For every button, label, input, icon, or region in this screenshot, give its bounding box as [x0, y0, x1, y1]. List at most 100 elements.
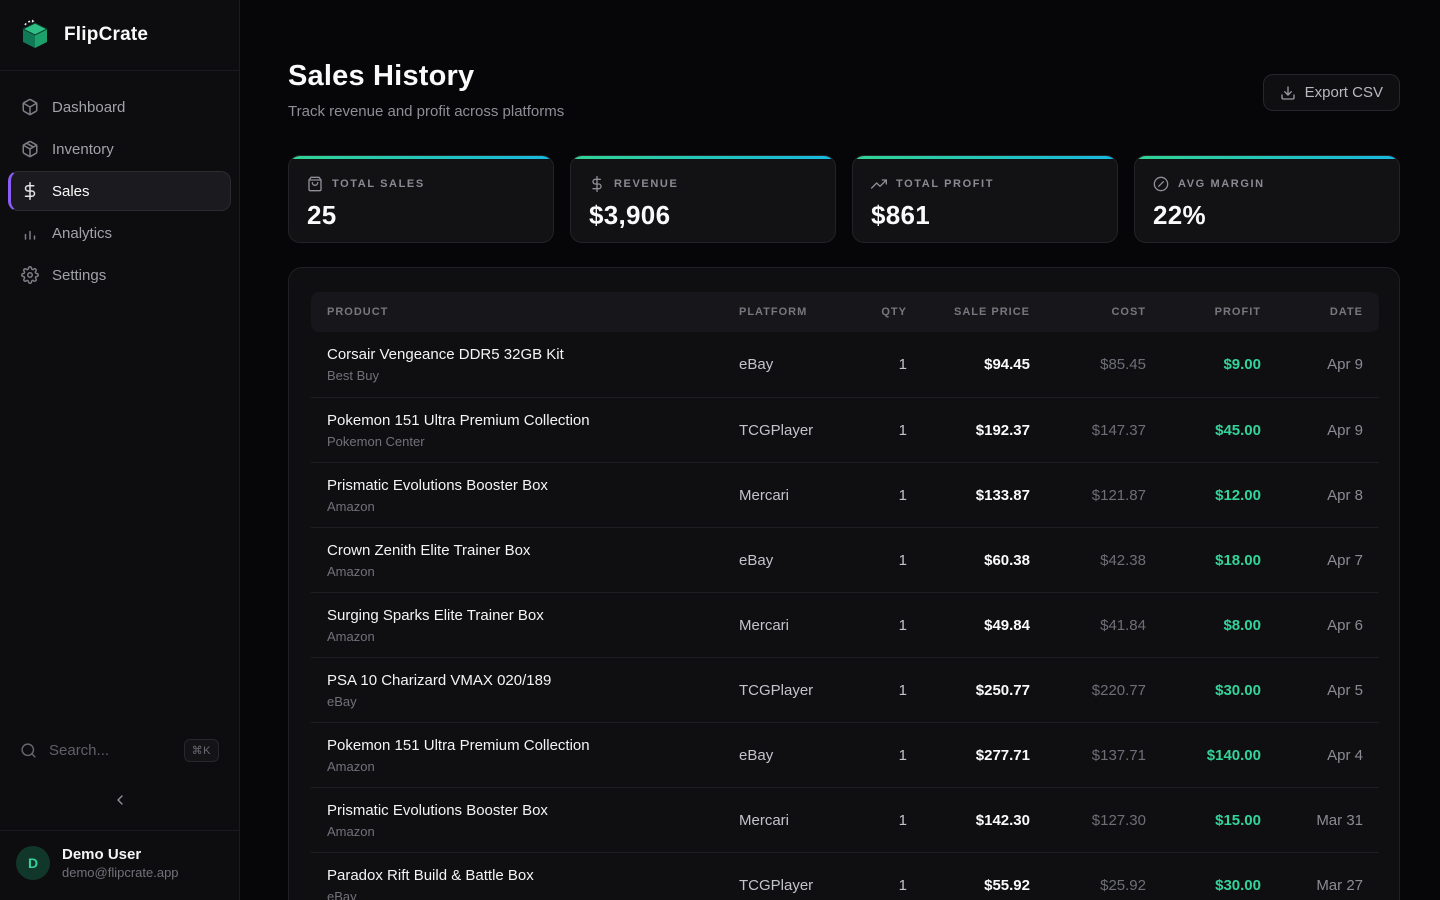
qty-cell: 1 [898, 421, 907, 439]
bar-chart-icon [21, 224, 39, 242]
qty-cell: 1 [898, 746, 907, 764]
table-row[interactable]: Paradox Rift Build & Battle Box eBay TCG… [311, 852, 1379, 900]
cost-cell: $25.92 [1100, 876, 1146, 894]
dollar-icon [21, 182, 39, 200]
chevron-left-icon [116, 795, 123, 805]
product-name: Crown Zenith Elite Trainer Box [327, 541, 531, 559]
table-body: Corsair Vengeance DDR5 32GB Kit Best Buy… [311, 332, 1379, 900]
sidebar-item-dashboard[interactable]: Dashboard [8, 87, 231, 127]
sidebar-item-label: Settings [52, 266, 107, 284]
product-cell: Paradox Rift Build & Battle Box eBay [327, 867, 739, 900]
stat-card-avg-margin: AVG MARGIN 22% [1134, 155, 1400, 243]
export-csv-button[interactable]: Export CSV [1262, 74, 1400, 111]
profit-cell: $12.00 [1215, 486, 1261, 504]
date-cell: Apr 9 [1327, 356, 1363, 373]
product-source: eBay [327, 888, 357, 900]
profit-cell: $8.00 [1223, 616, 1261, 634]
date-cell: Apr 8 [1327, 486, 1363, 504]
search-placeholder: Search... [49, 742, 110, 759]
table-row[interactable]: Prismatic Evolutions Booster Box Amazon … [311, 787, 1379, 852]
qty-cell: 1 [898, 811, 907, 829]
qty-cell: 1 [898, 616, 907, 634]
product-source: eBay [327, 693, 357, 709]
trending-up-icon [871, 176, 887, 192]
platform-cell: Mercari [739, 616, 790, 634]
sale-price-cell: $250.77 [975, 681, 1030, 699]
collapse-sidebar-button[interactable] [106, 786, 134, 814]
table-row[interactable]: Pokemon 151 Ultra Premium Collection Pok… [311, 397, 1379, 462]
sidebar-item-settings[interactable]: Settings [8, 255, 231, 295]
search-input[interactable]: Search... ⌘K [0, 739, 239, 762]
sidebar-item-label: Analytics [52, 224, 113, 242]
table-row[interactable]: Surging Sparks Elite Trainer Box Amazon … [311, 592, 1379, 657]
qty-cell: 1 [898, 681, 907, 699]
shopping-bag-icon [307, 176, 323, 192]
sidebar: FlipCrate Dashboard Inventory Sales Anal… [0, 0, 240, 900]
page-title: Sales History [288, 60, 475, 92]
table-row[interactable]: Crown Zenith Elite Trainer Box Amazon eB… [311, 527, 1379, 592]
product-name: Paradox Rift Build & Battle Box [327, 866, 534, 884]
platform-cell: eBay [739, 746, 774, 764]
date-cell: Apr 9 [1327, 421, 1363, 439]
product-name: Pokemon 151 Ultra Premium Collection [327, 411, 590, 429]
sidebar-item-analytics[interactable]: Analytics [8, 213, 231, 253]
sale-price-cell: $60.38 [984, 551, 1030, 569]
stat-card-revenue: REVENUE $3,906 [570, 155, 836, 243]
table-row[interactable]: Corsair Vengeance DDR5 32GB Kit Best Buy… [311, 332, 1379, 397]
cost-cell: $42.38 [1100, 551, 1146, 569]
column-header-date: Date [1329, 306, 1363, 318]
stat-value: $861 [871, 200, 931, 230]
profit-cell: $30.00 [1215, 876, 1261, 894]
product-name: Corsair Vengeance DDR5 32GB Kit [327, 346, 564, 363]
sidebar-nav: Dashboard Inventory Sales Analytics Sett… [0, 71, 239, 297]
percent-circle-icon [1153, 176, 1169, 192]
platform-cell: TCGPlayer [739, 876, 814, 894]
product-cell: Crown Zenith Elite Trainer Box Amazon [327, 542, 739, 579]
product-cell: PSA 10 Charizard VMAX 020/189 eBay [327, 672, 739, 709]
sidebar-item-label: Dashboard [52, 98, 126, 116]
product-cell: Corsair Vengeance DDR5 32GB Kit Best Buy [327, 346, 739, 383]
product-cell: Pokemon 151 Ultra Premium Collection Pok… [327, 412, 739, 449]
profit-cell: $9.00 [1223, 356, 1261, 373]
sidebar-item-inventory[interactable]: Inventory [8, 129, 231, 169]
stat-label: TOTAL PROFIT [896, 178, 995, 190]
product-source: Amazon [327, 758, 375, 774]
product-cell: Pokemon 151 Ultra Premium Collection Ama… [327, 737, 739, 774]
sidebar-item-sales[interactable]: Sales [8, 171, 231, 211]
stat-cards: TOTAL SALES 25 REVENUE $3,906 TOTAL PROF… [288, 155, 1400, 243]
sale-price-cell: $192.37 [975, 421, 1030, 439]
box-icon [21, 98, 39, 116]
stat-card-total-profit: TOTAL PROFIT $861 [852, 155, 1118, 243]
product-source: Amazon [327, 498, 375, 514]
sale-price-cell: $49.84 [984, 616, 1030, 634]
sidebar-item-label: Sales [52, 182, 90, 200]
cost-cell: $137.71 [1091, 746, 1146, 764]
sale-price-cell: $133.87 [975, 486, 1030, 504]
table-row[interactable]: Prismatic Evolutions Booster Box Amazon … [311, 462, 1379, 527]
table-row[interactable]: PSA 10 Charizard VMAX 020/189 eBay TCGPl… [311, 657, 1379, 722]
main-content: Sales History Track revenue and profit a… [240, 0, 1440, 900]
profit-cell: $30.00 [1215, 681, 1261, 699]
user-name: Demo User [62, 846, 142, 863]
stat-card-total-sales: TOTAL SALES 25 [288, 155, 554, 243]
page-header: Sales History Track revenue and profit a… [288, 60, 1400, 120]
stat-label: TOTAL SALES [332, 178, 425, 190]
product-source: Amazon [327, 823, 375, 839]
platform-cell: TCGPlayer [739, 421, 814, 439]
table-header: Product Platform Qty Sale Price Cost Pro… [311, 292, 1379, 332]
cost-cell: $85.45 [1100, 356, 1146, 373]
table-row[interactable]: Pokemon 151 Ultra Premium Collection Ama… [311, 722, 1379, 787]
user-profile[interactable]: D Demo User demo@flipcrate.app [0, 830, 239, 900]
sale-price-cell: $94.45 [984, 356, 1030, 373]
cost-cell: $41.84 [1100, 616, 1146, 634]
column-header-profit: Profit [1214, 306, 1261, 318]
date-cell: Mar 31 [1316, 811, 1363, 829]
date-cell: Apr 4 [1327, 746, 1363, 764]
product-name: Pokemon 151 Ultra Premium Collection [327, 736, 590, 754]
platform-cell: Mercari [739, 486, 790, 504]
column-header-product: Product [327, 306, 389, 318]
collapse-row [0, 780, 239, 830]
search-icon [20, 742, 37, 759]
product-name: Surging Sparks Elite Trainer Box [327, 606, 544, 624]
qty-cell: 1 [898, 486, 907, 504]
